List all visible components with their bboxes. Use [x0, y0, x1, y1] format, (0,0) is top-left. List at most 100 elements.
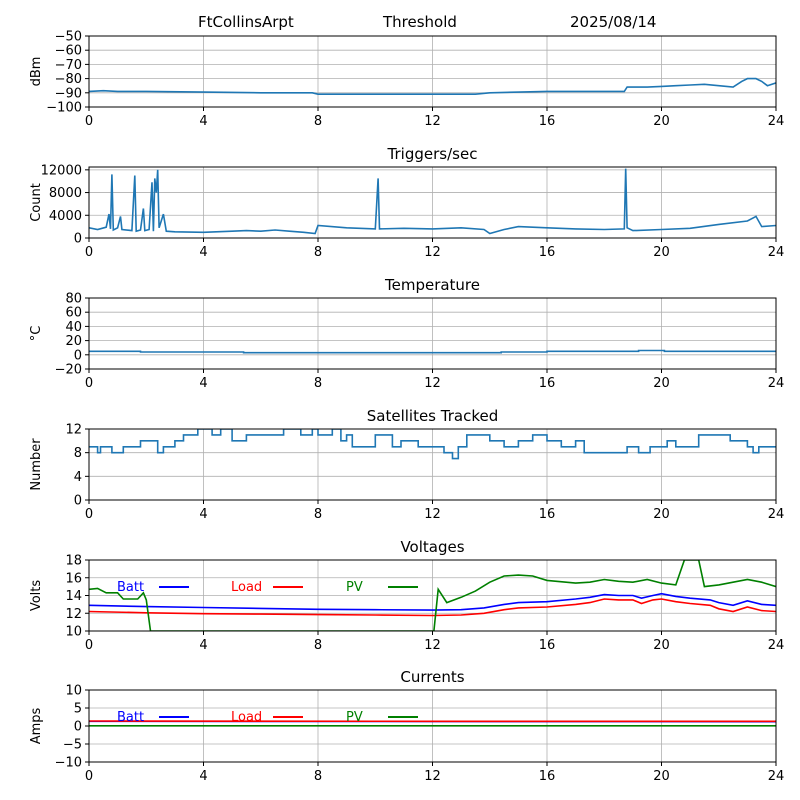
- series-line-threshold: [89, 77, 776, 95]
- legend-label-load: Load: [231, 710, 262, 725]
- y-axis-label: dBm: [29, 57, 44, 87]
- panel-title: Satellites Tracked: [367, 407, 498, 425]
- x-tick-label: 8: [314, 769, 322, 784]
- x-tick-label: 4: [199, 114, 207, 129]
- y-tick-label: 8000: [49, 186, 82, 201]
- x-tick-label: 16: [539, 638, 556, 653]
- y-tick-label: 12000: [41, 163, 82, 178]
- x-tick-label: 4: [199, 245, 207, 260]
- y-tick-label: 10: [65, 684, 82, 699]
- header-date: 2025/08/14: [570, 13, 656, 31]
- y-axis-label: Count: [29, 183, 44, 222]
- x-tick-label: 0: [85, 114, 93, 129]
- x-tick-label: 12: [424, 245, 441, 260]
- legend-label-batt: Batt: [117, 710, 144, 725]
- series-line-triggers: [89, 168, 776, 235]
- x-tick-label: 4: [199, 376, 207, 391]
- y-tick-label: 12: [65, 423, 82, 438]
- y-tick-label: 16: [65, 571, 82, 586]
- x-tick-label: 0: [85, 507, 93, 522]
- y-tick-label: 4000: [49, 209, 82, 224]
- x-tick-label: 24: [768, 376, 785, 391]
- y-tick-label: −10: [55, 756, 82, 771]
- series-line-satellites: [89, 429, 776, 460]
- y-tick-label: −70: [55, 58, 82, 73]
- x-tick-label: 20: [653, 507, 670, 522]
- x-tick-label: 20: [653, 769, 670, 784]
- y-tick-label: 0: [74, 232, 82, 247]
- y-tick-label: 4: [74, 470, 82, 485]
- y-tick-label: 0: [74, 348, 82, 363]
- y-tick-label: 8: [74, 446, 82, 461]
- panel-title: Currents: [400, 668, 464, 686]
- x-tick-label: 24: [768, 638, 785, 653]
- x-tick-label: 16: [539, 507, 556, 522]
- x-tick-label: 0: [85, 376, 93, 391]
- y-tick-label: −50: [55, 30, 82, 45]
- x-tick-label: 24: [768, 507, 785, 522]
- series-line-load: [89, 598, 776, 617]
- header-station: FtCollinsArpt: [198, 13, 294, 31]
- x-tick-label: 20: [653, 245, 670, 260]
- y-axis-label: Volts: [29, 580, 44, 612]
- panel-currents: 0 4 8 12 16 20 24 −10 −5 0 5 10 Currents Amps Batt Load…: [29, 668, 784, 784]
- y-tick-label: 0: [74, 494, 82, 509]
- y-tick-label: 40: [65, 320, 82, 335]
- y-tick-label: 14: [65, 589, 82, 604]
- x-tick-label: 20: [653, 376, 670, 391]
- x-tick-label: 0: [85, 769, 93, 784]
- y-tick-label: −60: [55, 44, 82, 59]
- panel-satellites: 0 4 8 12 16 20 24 0 4 8 12 Satellites Tracked Number: [29, 407, 784, 522]
- legend-label-pv: PV: [346, 710, 363, 725]
- panel-triggers: 0 4 8 12 16 20 24 0 4000 8000 12000 Triggers/sec Cou…: [29, 145, 784, 260]
- y-tick-label: 60: [65, 306, 82, 321]
- x-tick-label: 16: [539, 114, 556, 129]
- x-tick-label: 12: [424, 507, 441, 522]
- y-axis-label: Amps: [29, 707, 44, 744]
- series-line-temperature: [89, 349, 776, 354]
- x-tick-label: 16: [539, 769, 556, 784]
- x-tick-label: 0: [85, 638, 93, 653]
- x-tick-label: 12: [424, 638, 441, 653]
- series-line-pv: [89, 560, 776, 631]
- x-tick-label: 8: [314, 638, 322, 653]
- legend-label-pv: PV: [346, 580, 363, 595]
- panel-title: Temperature: [384, 276, 480, 294]
- x-tick-label: 24: [768, 769, 785, 784]
- legend-label-load: Load: [231, 580, 262, 595]
- y-tick-label: −80: [55, 72, 82, 87]
- y-tick-label: −5: [63, 738, 82, 753]
- y-tick-label: 18: [65, 554, 82, 569]
- x-tick-label: 24: [768, 114, 785, 129]
- y-tick-label: 80: [65, 292, 82, 307]
- x-tick-label: 4: [199, 507, 207, 522]
- y-axis-label: °C: [29, 326, 44, 342]
- x-tick-label: 12: [424, 114, 441, 129]
- x-tick-label: 8: [314, 376, 322, 391]
- y-tick-label: −100: [46, 101, 82, 116]
- y-tick-label: 5: [74, 702, 82, 717]
- x-tick-label: 8: [314, 114, 322, 129]
- y-tick-label: 20: [65, 334, 82, 349]
- y-tick-label: 0: [74, 720, 82, 735]
- y-tick-label: −20: [55, 363, 82, 378]
- x-tick-label: 8: [314, 245, 322, 260]
- x-tick-label: 12: [424, 769, 441, 784]
- y-tick-label: 12: [65, 607, 82, 622]
- legend-label-batt: Batt: [117, 580, 144, 595]
- y-tick-label: −90: [55, 86, 82, 101]
- x-tick-label: 4: [199, 638, 207, 653]
- y-axis-label: Number: [29, 438, 44, 491]
- series-line-batt: [89, 592, 776, 611]
- x-tick-label: 8: [314, 507, 322, 522]
- header-mode: Threshold: [382, 13, 457, 31]
- panel-title: Triggers/sec: [387, 145, 478, 163]
- x-tick-label: 12: [424, 376, 441, 391]
- x-tick-label: 16: [539, 376, 556, 391]
- x-tick-label: 24: [768, 245, 785, 260]
- panel-voltages: 0 4 8 12 16 20 24 10 12 14 16 18 Voltages Volts Batt Lo…: [29, 538, 784, 653]
- panel-threshold: 0 4 8 12 16 20 24 −100−90−80−70−60−50 dBm: [29, 30, 784, 130]
- x-tick-label: 0: [85, 245, 93, 260]
